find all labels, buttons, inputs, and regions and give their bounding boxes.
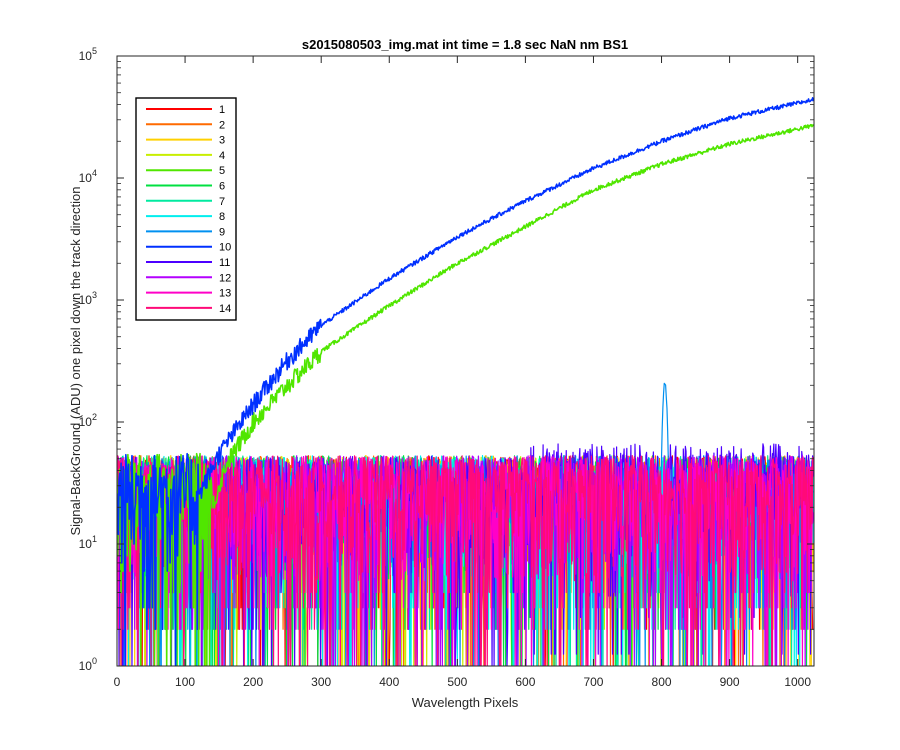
x-axis-title: Wavelength Pixels — [412, 695, 519, 710]
legend-label-10: 10 — [219, 242, 231, 254]
series-line-14 — [117, 455, 814, 666]
legend-label-5: 5 — [219, 165, 225, 177]
x-tick-label: 100 — [175, 675, 195, 689]
legend-label-3: 3 — [219, 135, 225, 147]
x-tick-label: 0 — [114, 675, 121, 689]
y-tick-label: 105 — [79, 46, 97, 63]
plot-series-group — [117, 97, 814, 666]
series-line-10 — [117, 97, 814, 666]
chart-title: s2015080503_img.mat int time = 1.8 sec N… — [302, 37, 628, 52]
x-tick-label: 700 — [583, 675, 603, 689]
axes-box — [116, 55, 815, 667]
legend-label-6: 6 — [219, 181, 225, 193]
x-tick-label: 300 — [311, 675, 331, 689]
x-tick-label: 400 — [379, 675, 399, 689]
x-tick-label: 800 — [652, 675, 672, 689]
y-tick-label: 102 — [79, 412, 97, 429]
legend-label-11: 11 — [219, 257, 230, 269]
series-line-5 — [117, 123, 814, 666]
legend-label-9: 9 — [219, 226, 225, 238]
x-tick-label: 600 — [515, 675, 535, 689]
x-tick-label: 1000 — [784, 675, 811, 689]
legend-label-2: 2 — [219, 119, 225, 131]
y-tick-label: 100 — [79, 656, 97, 673]
y-tick-label: 103 — [79, 290, 97, 307]
x-tick-label: 200 — [243, 675, 263, 689]
legend-label-7: 7 — [219, 196, 225, 208]
y-tick-label: 104 — [79, 168, 97, 185]
axes-group: 0 100 200 300 400 500 600 700 800 900 100010010110… — [79, 46, 815, 689]
legend-label-12: 12 — [219, 272, 231, 284]
y-tick-label: 101 — [79, 534, 97, 551]
x-tick-label: 900 — [720, 675, 740, 689]
legend-box — [135, 97, 237, 321]
legend-label-4: 4 — [219, 150, 225, 162]
legend-label-8: 8 — [219, 211, 225, 223]
legend-label-13: 13 — [219, 288, 231, 300]
legend-label-1: 1 — [219, 104, 225, 116]
legend-label-14: 14 — [219, 303, 231, 315]
x-tick-label: 500 — [447, 675, 467, 689]
y-axis-title: Signal-BackGround (ADU) one pixel down t… — [68, 186, 83, 535]
